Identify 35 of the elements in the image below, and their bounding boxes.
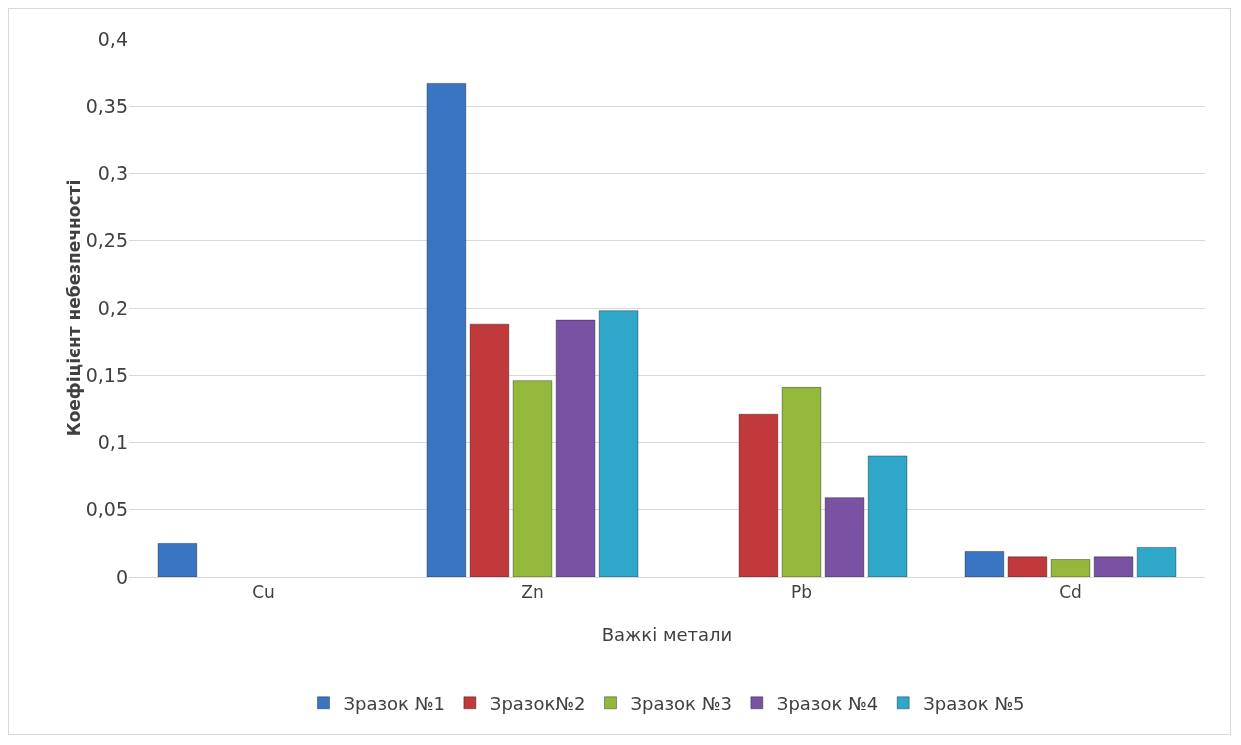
bar (781, 386, 822, 577)
bar (738, 413, 779, 577)
legend-label: Зразок №1 (343, 692, 445, 714)
bar (555, 319, 596, 577)
bar (867, 455, 908, 577)
y-tick-label: 0 (115, 565, 128, 588)
legend-label: Зразок №4 (776, 692, 879, 714)
x-tick-label: Zn (521, 582, 544, 603)
bar (1136, 546, 1177, 577)
bar (426, 82, 467, 577)
bar (469, 323, 510, 577)
y-tick-label: 0,2 (97, 296, 128, 319)
y-tick-label: 0,1 (97, 431, 128, 454)
y-tick-label: 0,25 (85, 229, 128, 252)
x-tick-label: Pb (790, 582, 813, 603)
bar (598, 310, 639, 577)
y-tick-label: 0,05 (85, 498, 128, 521)
x-tick-label: Cu (252, 582, 275, 603)
bar (1093, 556, 1134, 577)
y-tick-label: 0,15 (85, 363, 128, 386)
legend-label: Зразок №3 (630, 692, 732, 714)
bar (1007, 556, 1048, 577)
y-axis-title: Коефіцієнт небезпечності (63, 179, 84, 437)
bar (964, 550, 1005, 577)
x-axis-title: Важкі метали (601, 624, 733, 645)
bar (512, 380, 553, 577)
bar (824, 497, 865, 577)
y-tick-label: 0,35 (85, 94, 128, 117)
x-tick-label: Cd (1059, 582, 1082, 603)
bar (157, 542, 198, 577)
y-tick-label: 0,3 (97, 162, 128, 185)
legend-label: Зразок №5 (923, 692, 1025, 714)
legend-label: Зразок№2 (489, 692, 586, 714)
bar (1050, 559, 1091, 577)
y-tick-label: 0,4 (97, 27, 128, 50)
